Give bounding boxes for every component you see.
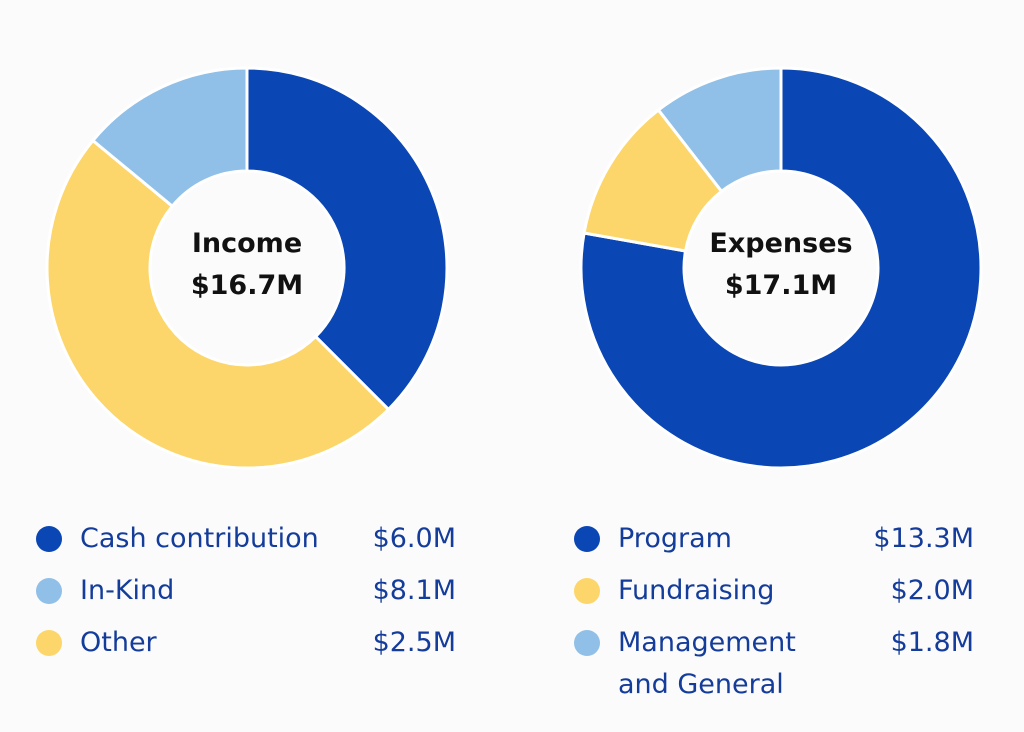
income-donut: [45, 66, 449, 470]
legend-value: $2.5M: [372, 627, 456, 658]
legend-label: Other: [80, 627, 157, 658]
income-center-total: $16.7M: [191, 270, 303, 301]
legend-label: Management and General: [618, 627, 796, 700]
legend-value: $8.1M: [372, 575, 456, 606]
legend-item: Management and General $1.8M: [574, 622, 974, 706]
expenses-center-total: $17.1M: [725, 270, 837, 301]
legend-item: Other $2.5M: [36, 622, 456, 664]
legend-label: Program: [618, 523, 732, 554]
donut-slice-program: [579, 66, 983, 470]
legend-value: $6.0M: [372, 523, 456, 554]
legend-label: Fundraising: [618, 575, 775, 606]
donut-slice-management-and-general: [656, 66, 783, 194]
legend-swatch: [36, 578, 62, 604]
legend-item: Cash contribution $6.0M: [36, 518, 456, 560]
legend-swatch: [574, 630, 600, 656]
income-legend: Cash contribution $6.0M In-Kind $8.1M Ot…: [36, 518, 456, 674]
donut-charts: Income $16.7M Expenses $17.1M: [45, 66, 983, 470]
expenses-legend: Program $13.3M Fundraising $2.0M Managem…: [574, 518, 974, 716]
legend-value: $13.3M: [873, 523, 974, 554]
legend-label: In-Kind: [80, 575, 175, 606]
legend-item: Program $13.3M: [574, 518, 974, 560]
legend-item: Fundraising $2.0M: [574, 570, 974, 612]
income-center-title: Income: [192, 228, 302, 259]
donut-slice-cash-contribution: [245, 66, 449, 412]
legend-swatch: [574, 526, 600, 552]
legend-label: Cash contribution: [80, 523, 319, 554]
expenses-donut: [579, 66, 983, 470]
legend-swatch: [574, 578, 600, 604]
donut-slice-in-kind: [90, 66, 249, 209]
legend-swatch: [36, 526, 62, 552]
donut-slice-other: [45, 138, 391, 470]
legend-value: $1.8M: [890, 627, 974, 658]
legend-swatch: [36, 630, 62, 656]
expenses-center-title: Expenses: [709, 228, 852, 259]
legend-value: $2.0M: [890, 575, 974, 606]
legend-item: In-Kind $8.1M: [36, 570, 456, 612]
